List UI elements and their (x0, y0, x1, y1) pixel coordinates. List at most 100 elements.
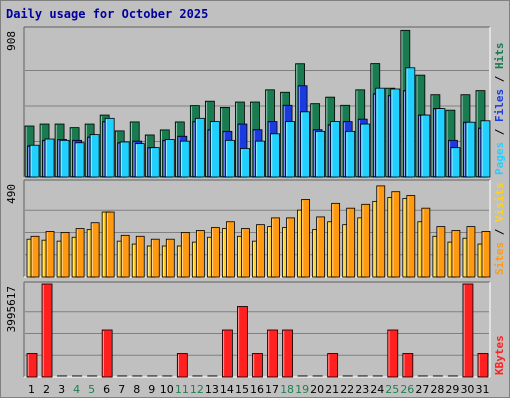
kbytes-bar (327, 353, 339, 378)
day-tick-label: 11 (175, 383, 189, 396)
sites-bar (165, 238, 175, 278)
day-tick-label: 5 (88, 383, 95, 396)
pages-bar (360, 123, 371, 178)
sites-bar (421, 207, 431, 278)
sites-bar (105, 211, 115, 278)
kbytes-legend-kbytes: KBytes (493, 335, 506, 375)
pages-bar (104, 117, 115, 178)
sites-bar (406, 195, 416, 278)
day-tick-label: 8 (133, 383, 140, 396)
pages-bar (194, 117, 205, 178)
kbytes-bar (222, 329, 233, 378)
pages-bar (465, 121, 476, 178)
pages-bar (300, 111, 310, 178)
day-tick-label: 3 (58, 383, 65, 396)
kbytes-bar (477, 353, 489, 378)
visits-legend: Sites / Visits (493, 182, 506, 275)
kbytes-bar (101, 329, 113, 378)
sites-bar (436, 226, 446, 278)
pages-bar (375, 87, 386, 178)
kbytes-bar (26, 353, 38, 378)
hits-legend-separator: / (493, 69, 506, 89)
pages-bar (59, 139, 70, 178)
day-tick-label: 10 (160, 383, 174, 396)
pages-bar (149, 147, 160, 178)
sites-bar (45, 231, 55, 278)
day-tick-label: 21 (325, 383, 339, 396)
pages-bar (74, 142, 85, 178)
sites-bar (376, 185, 386, 278)
pages-bar (345, 130, 356, 178)
sites-bar (346, 207, 356, 278)
visits-legend-separator: / (493, 222, 506, 242)
sites-bar (226, 221, 235, 278)
pages-bar (420, 114, 431, 178)
visits-ymax-label: 490 (5, 184, 18, 204)
day-tick-label: 19 (295, 383, 309, 396)
sites-bar (150, 238, 160, 278)
day-tick-label: 20 (310, 383, 324, 396)
kbytes-legend: KBytes (493, 335, 506, 375)
pages-bar (164, 139, 175, 178)
pages-bar (405, 67, 416, 178)
kbytes-bar (252, 353, 263, 378)
sites-bar (481, 231, 491, 278)
sites-bar (241, 228, 250, 278)
day-tick-label: 28 (430, 383, 444, 396)
pages-bar (209, 121, 220, 178)
sites-bar (451, 230, 461, 278)
visits-legend-sites: Sites (493, 242, 506, 275)
hits-legend-files: Files (493, 89, 506, 122)
day-tick-label: 6 (103, 383, 110, 396)
sites-bar (195, 230, 205, 278)
hits-legend-pages: Pages (493, 142, 506, 175)
pages-bar (330, 121, 341, 178)
pages-bar (285, 121, 295, 178)
sites-bar (135, 235, 145, 278)
sites-bar (331, 202, 341, 278)
sites-bar (301, 199, 310, 278)
sites-bar (361, 203, 371, 278)
pages-bar (134, 143, 145, 178)
kbytes-bar (387, 329, 399, 378)
day-tick-label: 30 (460, 383, 474, 396)
sites-bar (120, 234, 130, 278)
kbytes-bar (282, 329, 293, 378)
sites-bar (180, 232, 190, 278)
day-tick-label: 2 (43, 383, 50, 396)
day-tick-label: 16 (250, 383, 264, 396)
sites-bar (60, 232, 70, 278)
kbytes-bar (267, 329, 278, 378)
day-tick-label: 29 (445, 383, 459, 396)
chart-title: Daily usage for October 2025 (6, 7, 209, 21)
sites-bar (30, 235, 40, 278)
day-tick-label: 24 (370, 383, 384, 396)
kbytes-bar (462, 283, 474, 378)
day-tick-label: 25 (385, 383, 399, 396)
day-tick-label: 17 (265, 383, 279, 396)
pages-bar (225, 139, 235, 178)
sites-bar (286, 217, 295, 278)
day-tick-label: 13 (205, 383, 219, 396)
pages-bar (29, 144, 40, 178)
day-tick-label: 18 (280, 383, 294, 396)
day-tick-label: 23 (355, 383, 369, 396)
day-tick-label: 27 (415, 383, 429, 396)
day-tick-label: 1 (28, 383, 35, 396)
sites-bar (90, 222, 100, 278)
sites-bar (271, 217, 280, 278)
sites-bar (466, 226, 476, 278)
day-tick-label: 22 (340, 383, 354, 396)
day-tick-label: 26 (400, 383, 414, 396)
kbytes-bar (176, 353, 188, 378)
sites-bar (210, 227, 220, 278)
pages-bar (179, 140, 190, 178)
pages-bar (315, 130, 326, 178)
kbytes-bar (41, 283, 53, 378)
day-tick-label: 15 (235, 383, 249, 396)
pages-bar (44, 138, 55, 178)
pages-bar (435, 108, 446, 178)
sites-bar (316, 216, 326, 278)
sites-bar (75, 228, 85, 278)
